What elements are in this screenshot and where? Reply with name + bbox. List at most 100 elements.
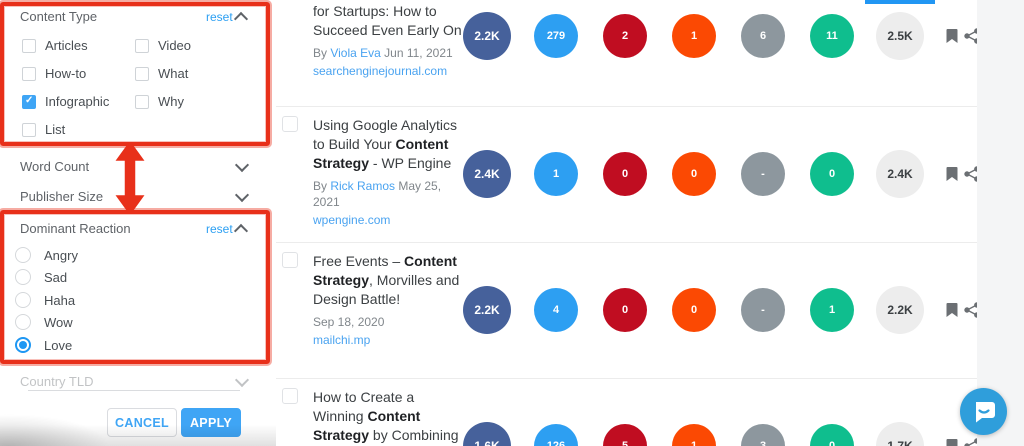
metric-circle-3: 1 [672,424,716,446]
metric-circle-0: 1.6K [463,422,511,446]
bookmark-icon[interactable] [944,438,960,446]
content-type-option-label: What [158,66,189,81]
author-link[interactable]: Viola Eva [330,46,381,60]
metric-circle-2: 0 [603,152,647,196]
right-gutter [977,0,1024,446]
apply-button[interactable]: APPLY [181,408,241,437]
result-text-block: for Startups: How to Succeed Even Early … [313,2,467,79]
result-title-segment: Content Strategy [313,253,457,288]
metric-circle-3: 0 [672,152,716,196]
result-checkbox[interactable] [282,252,298,268]
reaction-radio-love[interactable] [15,337,31,353]
result-title-segment: for Startups: How to Succeed Even Early … [313,3,462,38]
bookmark-icon[interactable] [944,166,960,182]
reaction-option-label: Wow [44,315,73,330]
result-title-segment: - WP Engine [369,155,452,171]
reaction-option-label: Love [44,338,73,353]
annotation-double-arrow [115,142,145,214]
publisher-size-section-title: Publisher Size [20,189,104,204]
result-title-segment: Free Events – [313,253,405,269]
result-title[interactable]: for Startups: How to Succeed Even Early … [313,2,467,40]
result-domain-link[interactable]: searchenginejournal.com [313,64,448,78]
result-title-segment: Using Google Analytics to Build Your [313,117,457,152]
filter-sidebar: Content Type reset Articles Video How-to Wh… [0,0,276,446]
content-type-reset-link[interactable]: reset [206,10,233,24]
metric-circle-5: 0 [810,152,854,196]
result-checkbox[interactable] [282,388,298,404]
metric-circle-0: 2.2K [463,286,511,334]
result-row: Free Events – Content Strategy, Morville… [276,243,980,379]
content-type-checkbox-how-to[interactable] [22,67,36,81]
result-title[interactable]: Free Events – Content Strategy, Morville… [313,252,467,309]
result-domain-link[interactable]: mailchi.mp [313,333,371,347]
result-byline: By Viola Eva Jun 11, 2021 [313,45,467,61]
word-count-section-title: Word Count [20,159,90,174]
reaction-radio-haha[interactable] [15,292,31,308]
publisher-size-expand-chevron-down-icon[interactable] [234,187,250,203]
metric-circle-5: 11 [810,14,854,58]
chat-launcher-button[interactable] [960,388,1007,435]
content-type-option-label: Video [158,38,192,53]
metric-circle-6: 1.7K [876,422,924,446]
result-title[interactable]: Using Google Analytics to Build Your Con… [313,116,467,173]
metric-circle-2: 0 [603,288,647,332]
result-date: May 25, 2021 [313,179,442,209]
metric-circle-0: 2.4K [463,150,511,198]
content-type-checkbox-video[interactable] [135,39,149,53]
content-type-option-label: Infographic [45,94,110,109]
reaction-radio-wow[interactable] [15,314,31,330]
result-byline: By Rick Ramos May 25, 2021 [313,178,467,210]
result-title-segment: Content Strategy [313,408,421,443]
result-text-block: Using Google Analytics to Build Your Con… [313,116,467,228]
content-type-checkbox-why[interactable] [135,95,149,109]
content-type-checkbox-articles[interactable] [22,39,36,53]
sort-indicator-bar [865,0,935,4]
word-count-expand-chevron-down-icon[interactable] [234,157,250,173]
dominant-reaction-collapse-chevron-up-icon[interactable] [233,223,249,239]
metric-circle-6: 2.5K [876,12,924,60]
result-title-segment: Content Strategy [313,136,449,171]
content-type-collapse-chevron-up-icon[interactable] [233,11,249,27]
result-title-segment: , Morvilles and Design Battle! [313,272,460,307]
result-checkbox[interactable] [282,116,298,132]
result-text-block: Free Events – Content Strategy, Morville… [313,252,467,348]
reaction-option-label: Haha [44,293,76,308]
metric-circle-3: 0 [672,288,716,332]
content-type-checkbox-list[interactable] [22,123,36,137]
result-date: Jun 11, 2021 [384,46,453,60]
reaction-option-label: Sad [44,270,68,285]
result-title-segment: How to Create a Winning [313,389,415,424]
metric-circle-1: 279 [534,14,578,58]
country-tld-chevron-down-icon[interactable] [234,372,250,388]
result-row: for Startups: How to Succeed Even Early … [276,0,980,107]
metric-circle-5: 1 [810,288,854,332]
bookmark-icon[interactable] [944,28,960,44]
metric-circle-4: 6 [741,14,785,58]
result-title-segment: by Combining GA4 with [372,427,459,443]
content-type-option-label: How-to [45,66,87,81]
metric-circle-4: - [741,152,785,196]
country-tld-section-title[interactable]: Country TLD [20,374,94,389]
result-text-block: How to Create a Winning Content Strategy… [313,388,467,446]
metric-circle-4: - [741,288,785,332]
author-link[interactable]: Rick Ramos [330,179,396,193]
metric-circle-2: 5 [603,424,647,446]
content-type-checkbox-infographic[interactable] [22,95,36,109]
metric-circle-6: 2.4K [876,150,924,198]
result-byline: Sep 18, 2020 [313,314,467,330]
result-title[interactable]: How to Create a Winning Content Strategy… [313,388,467,446]
metric-circle-4: 3 [741,424,785,446]
metric-circle-1: 4 [534,288,578,332]
bookmark-icon[interactable] [944,302,960,318]
content-type-checkbox-what[interactable] [135,67,149,81]
result-row: How to Create a Winning Content Strategy… [276,379,980,446]
reaction-radio-sad[interactable] [15,269,31,285]
byline-prefix: By [313,179,331,193]
result-row: Using Google Analytics to Build Your Con… [276,107,980,243]
reaction-radio-angry[interactable] [15,247,31,263]
cancel-button[interactable]: CANCEL [107,408,177,437]
result-domain-link[interactable]: wpengine.com [313,213,391,227]
dominant-reaction-reset-link[interactable]: reset [206,222,233,236]
metric-circle-1: 126 [534,424,578,446]
